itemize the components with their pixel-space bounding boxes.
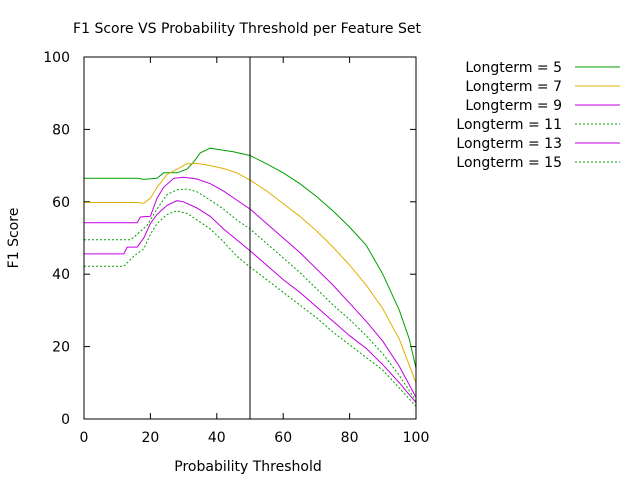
y-tick-label: 80 <box>52 122 70 138</box>
y-tick-label: 100 <box>43 50 70 66</box>
legend: Longterm = 5 Longterm = 7 Longterm = 9 Long… <box>456 60 620 171</box>
legend-label: Longterm = 11 <box>456 117 562 133</box>
y-axis-title: F1 Score <box>6 208 22 269</box>
legend-label: Longterm = 13 <box>456 136 562 152</box>
series-line-1 <box>84 147 417 369</box>
series-line-2 <box>84 162 417 383</box>
series-line-3 <box>84 176 417 398</box>
y-tick-label: 20 <box>52 340 70 356</box>
chart-title: F1 Score VS Probability Threshold per Fe… <box>73 21 421 37</box>
series-line-4 <box>84 188 417 402</box>
plot-frame <box>83 56 417 420</box>
legend-label: Longterm = 5 <box>465 60 562 76</box>
x-tick-label: 100 <box>403 430 430 446</box>
legend-label: Longterm = 15 <box>456 155 562 171</box>
plot-lines <box>84 147 417 407</box>
x-tick-label: 40 <box>208 430 226 446</box>
x-tick-label: 0 <box>80 430 89 446</box>
y-tick-label: 40 <box>52 267 70 283</box>
axis-ticks: 0 20 40 60 80 100 0 20 40 60 80 100 <box>43 50 429 446</box>
x-tick-label: 60 <box>274 430 292 446</box>
legend-label: Longterm = 9 <box>465 98 562 114</box>
y-tick-label: 0 <box>61 412 70 428</box>
y-tick-label: 60 <box>52 195 70 211</box>
x-axis-title: Probability Threshold <box>174 459 321 475</box>
series-line-5 <box>84 200 417 404</box>
legend-label: Longterm = 7 <box>465 79 562 95</box>
x-tick-label: 80 <box>341 430 359 446</box>
x-tick-label: 20 <box>141 430 159 446</box>
